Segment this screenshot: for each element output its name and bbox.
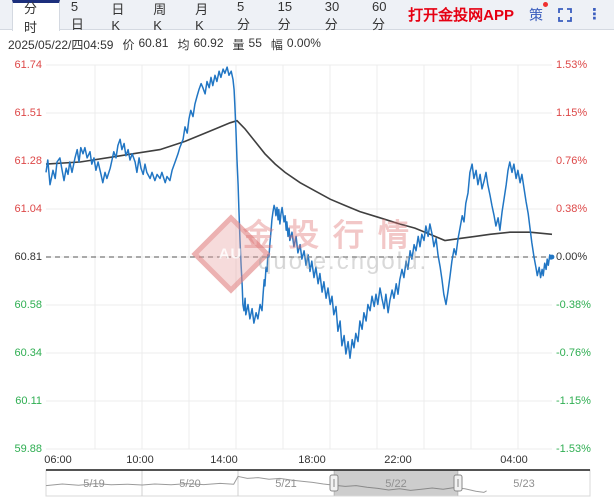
strategy-button[interactable]: 策: [529, 1, 548, 25]
x-axis-time-label: 10:00: [126, 454, 154, 466]
y-axis-right-label: -1.15%: [556, 395, 591, 407]
navigator-selected-mask[interactable]: [334, 470, 458, 496]
y-axis-right-label: -0.76%: [556, 347, 591, 359]
tab-分时[interactable]: 分时: [12, 0, 60, 35]
y-axis-left-label: 60.81: [14, 251, 42, 263]
tab-周K[interactable]: 周K: [153, 2, 167, 33]
last-price-marker: [549, 254, 555, 260]
navigator-date-label: 5/22: [385, 478, 407, 490]
quote-price: 价 60.81: [122, 36, 169, 52]
navigator-mini-series: [45, 475, 487, 493]
x-axis-time-label: 22:00: [384, 454, 412, 466]
quote-change: 幅 0.00%: [270, 36, 321, 52]
y-axis-right-label: 1.15%: [556, 107, 588, 119]
navigator-date-label: 5/21: [275, 478, 297, 490]
tab-5日[interactable]: 5日: [70, 0, 84, 32]
more-menu-icon[interactable]: ⋮: [587, 6, 602, 23]
watermark-cn-text: 金投行情: [243, 218, 423, 253]
y-axis-left-label: 61.74: [14, 59, 42, 71]
y-axis-right-label: 1.53%: [556, 59, 588, 71]
tab-60分[interactable]: 60分: [371, 0, 387, 32]
y-axis-left-label: 61.04: [14, 203, 42, 215]
period-tabs: 分时 5日 日K 周K 月K 5分 15分 30分 60分: [12, 0, 408, 35]
x-axis-time-label: 06:00: [44, 454, 72, 466]
tab-月K[interactable]: 月K: [195, 2, 209, 33]
navigator-date-label: 5/20: [179, 478, 201, 490]
open-app-link[interactable]: 打开金投网APP: [408, 7, 514, 24]
y-axis-left-label: 60.58: [14, 299, 42, 311]
quote-volume: 量 55: [232, 36, 262, 52]
x-axis-time-label: 04:00: [500, 454, 528, 466]
notification-dot: [543, 1, 548, 7]
quote-average: 均 60.92: [177, 36, 224, 52]
price-line-series[interactable]: [45, 66, 553, 359]
y-axis-right-label: 0.76%: [556, 155, 588, 167]
quote-info-bar: 2025/05/22/四04:59 价 60.81 均 60.92 量 55 幅 0.0…: [8, 36, 321, 53]
y-axis-left-label: 60.11: [15, 395, 42, 407]
y-axis-left-label: 61.51: [14, 107, 42, 119]
tab-30分[interactable]: 30分: [324, 0, 340, 32]
y-axis-right-label: 0.00%: [556, 251, 588, 263]
y-axis-right-label: -0.38%: [556, 299, 591, 311]
y-axis-left-label: 59.88: [14, 443, 42, 455]
fullscreen-icon[interactable]: [558, 7, 572, 22]
navigator-date-label: 5/19: [83, 478, 105, 490]
tabbar-right-cluster: 打开金投网APP 策 ⋮: [408, 0, 614, 29]
tab-5分[interactable]: 5分: [237, 0, 251, 32]
y-axis-right-label: -1.53%: [556, 443, 591, 455]
tab-15分[interactable]: 15分: [277, 0, 293, 32]
quote-datetime: 2025/05/22/四04:59: [8, 38, 114, 52]
x-axis-time-label: 18:00: [298, 454, 326, 466]
tab-日K[interactable]: 日K: [111, 2, 125, 33]
y-axis-left-label: 61.28: [14, 155, 42, 167]
y-axis-left-label: 60.34: [14, 347, 42, 359]
chart-period-tabbar: 分时 5日 日K 周K 月K 5分 15分 30分 60分 打开金投网APP 策 ⋮: [0, 0, 614, 35]
watermark-en-text: quote.cngold.: [258, 248, 429, 275]
navigator-date-label: 5/23: [513, 478, 535, 490]
x-axis-time-label: 14:00: [210, 454, 238, 466]
y-axis-right-label: 0.38%: [556, 203, 588, 215]
average-line-series: [45, 119, 553, 242]
